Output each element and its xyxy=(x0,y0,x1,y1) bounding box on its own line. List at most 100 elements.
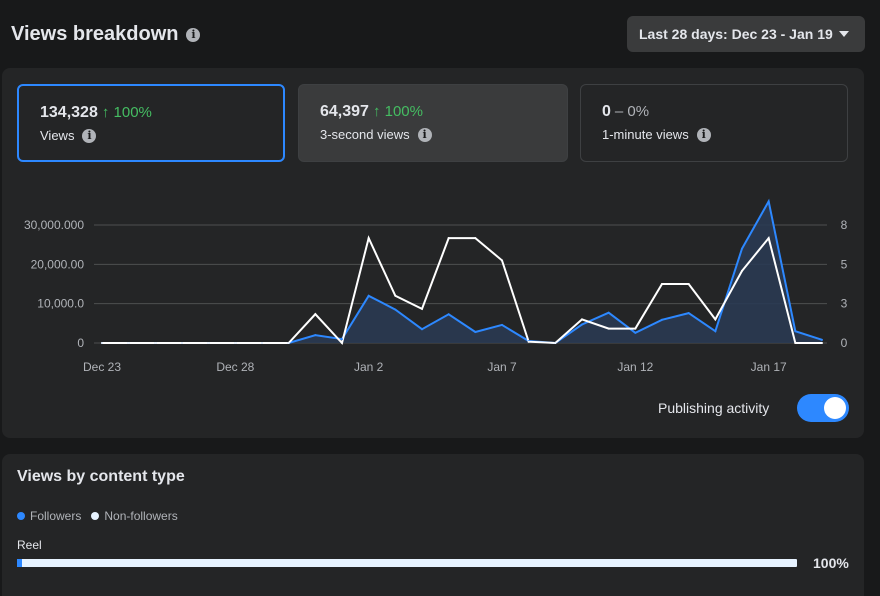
non-followers-series-line xyxy=(102,235,822,346)
non-followers-data-point xyxy=(314,313,317,316)
non-followers-data-point xyxy=(607,327,610,330)
non-followers-data-point xyxy=(341,342,343,344)
followers-data-point xyxy=(607,311,610,314)
non-followers-data-point xyxy=(154,342,157,344)
info-icon[interactable]: i xyxy=(417,127,432,142)
metric-card-3-second-views[interactable]: 64,397 ↑ 100% 3-second views i xyxy=(298,84,568,162)
metric-label: 3-second views xyxy=(320,127,410,142)
views-by-content-type-panel: Views by content type Followers Non-foll… xyxy=(2,454,864,596)
non-followers-data-point xyxy=(687,283,690,285)
metric-change: ↑ 100% xyxy=(101,104,152,121)
non-followers-data-point xyxy=(421,307,423,310)
legend-item-non-followers: Non-followers xyxy=(91,509,178,523)
metric-card-1-minute-views[interactable]: 0– 0% 1-minute views i xyxy=(580,84,848,162)
non-followers-data-point xyxy=(741,269,743,272)
date-range-label: Last 28 days: Dec 23 - Jan 19 xyxy=(639,26,833,42)
section-title: Views by content type xyxy=(17,468,185,485)
followers-data-point xyxy=(581,323,583,326)
page-title-text: Views breakdown xyxy=(11,23,179,45)
content-type-bar xyxy=(17,559,797,567)
y-axis-right-tick-label: 8 xyxy=(841,218,848,232)
non-followers-data-point xyxy=(287,342,290,344)
followers-data-point xyxy=(394,308,397,311)
x-axis-tick-label: Jan 2 xyxy=(354,360,384,374)
followers-data-point xyxy=(741,247,743,250)
x-axis-tick-label: Dec 23 xyxy=(83,360,121,374)
chart-legend: Followers Non-followers xyxy=(17,509,178,523)
non-followers-data-point xyxy=(127,342,130,344)
followers-data-point xyxy=(794,330,797,333)
non-followers-data-point xyxy=(821,342,823,344)
non-followers-data-point xyxy=(181,342,183,344)
toggle-knob xyxy=(824,397,846,419)
legend-label: Followers xyxy=(30,509,82,523)
followers-data-point xyxy=(447,313,450,316)
followers-data-point xyxy=(501,323,503,326)
metric-change: – 0% xyxy=(614,103,650,120)
y-axis-right-tick-label: 3 xyxy=(841,297,848,311)
non-followers-data-point xyxy=(527,340,530,343)
followers-data-point xyxy=(421,328,423,331)
y-axis-right-tick-label: 5 xyxy=(841,257,848,271)
followers-bar-segment xyxy=(17,559,22,567)
followers-data-point xyxy=(714,330,717,333)
metric-card-views[interactable]: 134,328 ↑ 100% Views i xyxy=(17,84,285,162)
publishing-activity-label: Publishing activity xyxy=(658,400,770,416)
non-followers-data-point xyxy=(207,342,210,344)
non-followers-data-point xyxy=(101,342,103,344)
y-axis-left-tick-label: 30,000.000 xyxy=(24,218,84,232)
legend-dot-icon xyxy=(17,512,25,520)
followers-series-line xyxy=(102,198,823,345)
non-followers-data-point xyxy=(794,342,797,344)
legend-label: Non-followers xyxy=(104,509,178,523)
publishing-activity-toggle[interactable] xyxy=(797,394,849,422)
non-followers-data-point xyxy=(581,318,583,321)
info-icon[interactable]: i xyxy=(186,27,201,42)
x-axis-tick-label: Jan 12 xyxy=(617,360,653,374)
followers-data-point xyxy=(474,330,477,333)
followers-data-point xyxy=(341,338,343,341)
x-axis-tick-label: Jan 17 xyxy=(751,360,787,374)
non-followers-data-point xyxy=(234,342,237,344)
metric-value: 0 xyxy=(602,103,611,120)
metric-value: 64,397 xyxy=(320,103,369,120)
info-icon[interactable]: i xyxy=(82,128,97,143)
metric-value: 134,328 xyxy=(40,104,98,121)
date-range-dropdown[interactable]: Last 28 days: Dec 23 - Jan 19 xyxy=(627,16,865,52)
followers-data-point xyxy=(821,338,823,341)
non-followers-data-point xyxy=(661,283,663,285)
caret-down-icon xyxy=(839,31,849,37)
content-type-percent: 100% xyxy=(813,555,849,571)
non-followers-data-point xyxy=(367,237,370,240)
non-followers-data-point xyxy=(501,259,503,262)
followers-data-point xyxy=(767,200,770,203)
views-line-chart: 0 10,000.0 20,000.00 30,000.000 0 3 5 8 Dec 23 De… xyxy=(24,198,848,374)
x-axis-tick-label: Jan 7 xyxy=(487,360,517,374)
metric-label: 1-minute views xyxy=(602,127,689,142)
non-followers-data-point xyxy=(261,342,263,344)
followers-data-point xyxy=(634,331,637,334)
metric-label: Views xyxy=(40,128,75,143)
y-axis-left-tick-label: 20,000.00 xyxy=(31,257,85,271)
non-followers-data-point xyxy=(714,318,717,321)
followers-data-point xyxy=(661,318,663,321)
y-axis-left-tick-label: 10,000.0 xyxy=(37,297,84,311)
content-type-label: Reel xyxy=(17,538,42,552)
y-axis-left-tick-label: 0 xyxy=(77,336,84,350)
non-followers-data-point xyxy=(554,342,557,344)
legend-item-followers: Followers xyxy=(17,509,81,523)
info-icon[interactable]: i xyxy=(696,127,711,142)
x-axis-tick-label: Dec 28 xyxy=(216,360,254,374)
page-title: Views breakdown i xyxy=(11,23,201,46)
non-followers-data-point xyxy=(634,327,637,330)
followers-area xyxy=(102,201,822,343)
followers-data-point xyxy=(367,294,370,297)
followers-data-point xyxy=(687,312,690,315)
non-followers-data-point xyxy=(447,237,450,240)
metric-change: ↑ 100% xyxy=(372,103,423,120)
non-followers-data-point xyxy=(474,237,477,240)
non-followers-data-point xyxy=(767,237,770,240)
followers-data-point xyxy=(314,334,317,337)
legend-dot-icon xyxy=(91,512,100,520)
non-followers-data-point xyxy=(394,294,397,297)
